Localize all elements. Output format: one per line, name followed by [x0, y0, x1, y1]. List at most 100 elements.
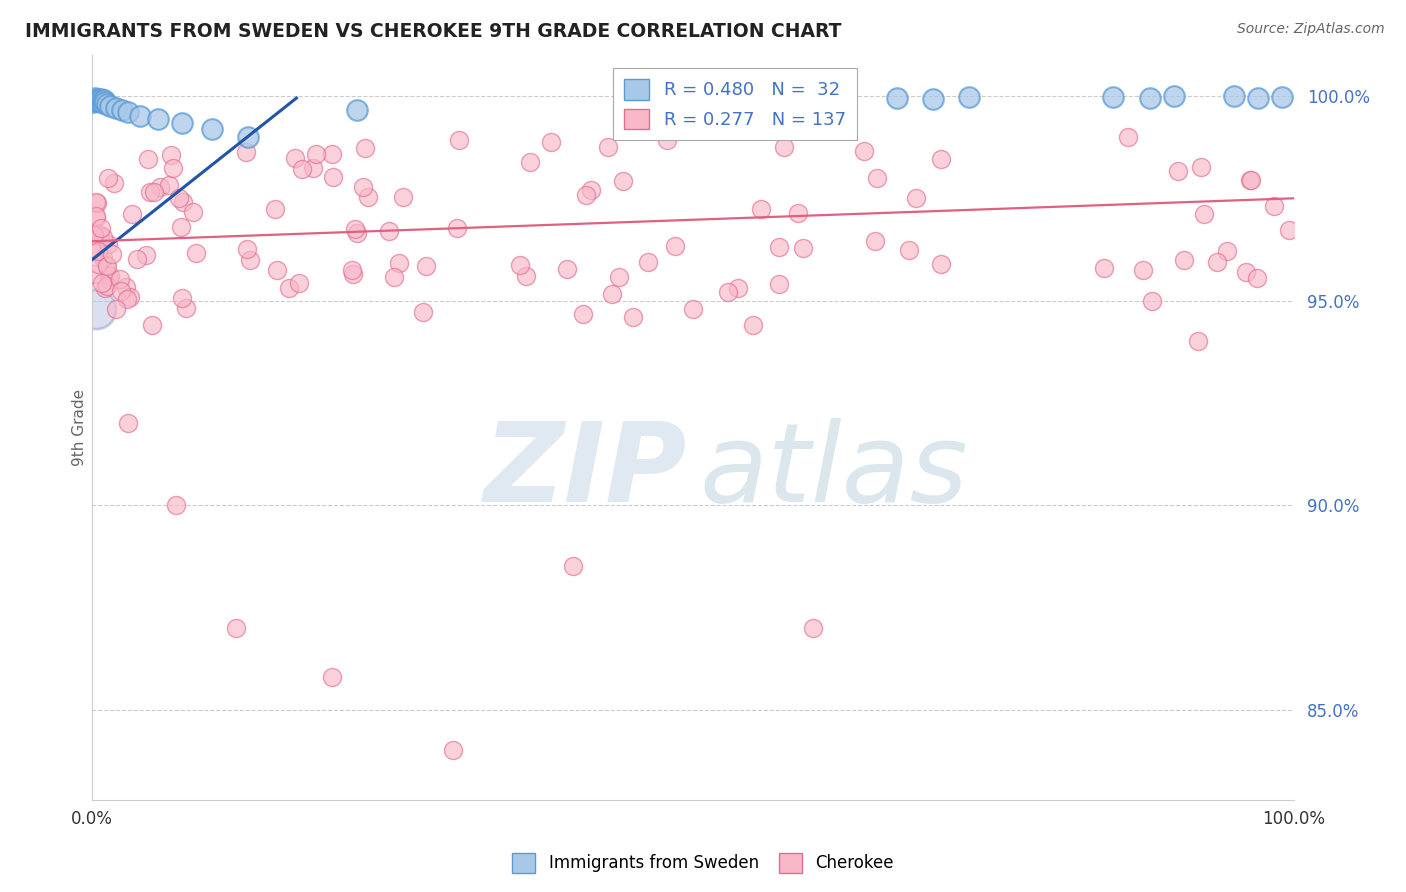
Point: [392, 190, 415, 204]
Point: [149, 180, 172, 194]
Point: [103, 177, 125, 191]
Point: [96, 279, 118, 293]
Point: [801, 621, 824, 635]
Point: [301, 161, 323, 176]
Point: [1092, 261, 1115, 276]
Point: [157, 178, 180, 193]
Point: [174, 301, 197, 315]
Point: [342, 267, 364, 281]
Point: [148, 112, 170, 126]
Point: [853, 144, 876, 158]
Point: [110, 284, 132, 298]
Point: [184, 246, 207, 260]
Point: [1116, 129, 1139, 144]
Point: [388, 256, 411, 270]
Point: [83, 228, 105, 243]
Text: IMMIGRANTS FROM SWEDEN VS CHEROKEE 9TH GRADE CORRELATION CHART: IMMIGRANTS FROM SWEDEN VS CHEROKEE 9TH G…: [25, 22, 842, 41]
Point: [596, 140, 619, 154]
Point: [929, 256, 952, 270]
Point: [415, 259, 437, 273]
Point: [382, 269, 405, 284]
Text: Source: ZipAtlas.com: Source: ZipAtlas.com: [1237, 22, 1385, 37]
Point: [509, 258, 531, 272]
Point: [1132, 262, 1154, 277]
Point: [84, 243, 107, 257]
Point: [98, 99, 121, 113]
Point: [1187, 334, 1209, 349]
Point: [1163, 89, 1185, 103]
Point: [1234, 265, 1257, 279]
Point: [84, 93, 107, 107]
Point: [291, 162, 314, 177]
Point: [773, 139, 796, 153]
Point: [139, 185, 162, 199]
Text: atlas: atlas: [699, 418, 967, 525]
Point: [352, 180, 374, 194]
Point: [105, 101, 128, 115]
Point: [91, 96, 114, 111]
Point: [621, 310, 644, 324]
Point: [96, 97, 118, 112]
Point: [515, 269, 537, 284]
Y-axis label: 9th Grade: 9th Grade: [72, 389, 87, 466]
Point: [170, 219, 193, 234]
Point: [786, 206, 808, 220]
Point: [89, 227, 111, 242]
Point: [571, 307, 593, 321]
Point: [1239, 172, 1261, 186]
Point: [768, 240, 790, 254]
Point: [91, 276, 114, 290]
Point: [600, 287, 623, 301]
Point: [135, 248, 157, 262]
Point: [287, 276, 309, 290]
Point: [1240, 173, 1263, 187]
Point: [1206, 255, 1229, 269]
Point: [141, 318, 163, 332]
Point: [1139, 91, 1161, 105]
Point: [172, 194, 194, 209]
Point: [96, 259, 118, 273]
Point: [304, 146, 326, 161]
Point: [1247, 91, 1270, 105]
Point: [561, 559, 583, 574]
Point: [121, 207, 143, 221]
Point: [181, 205, 204, 219]
Point: [97, 171, 120, 186]
Point: [904, 191, 927, 205]
Point: [579, 183, 602, 197]
Point: [84, 211, 107, 226]
Point: [446, 221, 468, 235]
Point: [1192, 207, 1215, 221]
Point: [657, 133, 679, 147]
Point: [87, 92, 110, 106]
Point: [94, 281, 117, 295]
Point: [86, 196, 108, 211]
Point: [172, 115, 194, 129]
Point: [412, 304, 434, 318]
Point: [94, 95, 117, 109]
Point: [575, 187, 598, 202]
Point: [1167, 164, 1189, 178]
Point: [717, 285, 740, 299]
Point: [1140, 293, 1163, 308]
Point: [117, 105, 139, 120]
Point: [637, 255, 659, 269]
Point: [93, 93, 115, 107]
Point: [162, 161, 184, 176]
Point: [555, 261, 578, 276]
Legend: R = 0.480   N =  32, R = 0.277   N = 137: R = 0.480 N = 32, R = 0.277 N = 137: [613, 68, 856, 140]
Point: [354, 141, 377, 155]
Point: [1271, 90, 1294, 104]
Point: [98, 269, 121, 284]
Point: [519, 154, 541, 169]
Point: [540, 136, 562, 150]
Point: [768, 277, 790, 291]
Point: [727, 281, 749, 295]
Point: [225, 621, 247, 635]
Point: [238, 130, 260, 145]
Point: [607, 270, 630, 285]
Point: [136, 153, 159, 167]
Point: [160, 147, 183, 161]
Point: [165, 498, 187, 512]
Point: [120, 290, 142, 304]
